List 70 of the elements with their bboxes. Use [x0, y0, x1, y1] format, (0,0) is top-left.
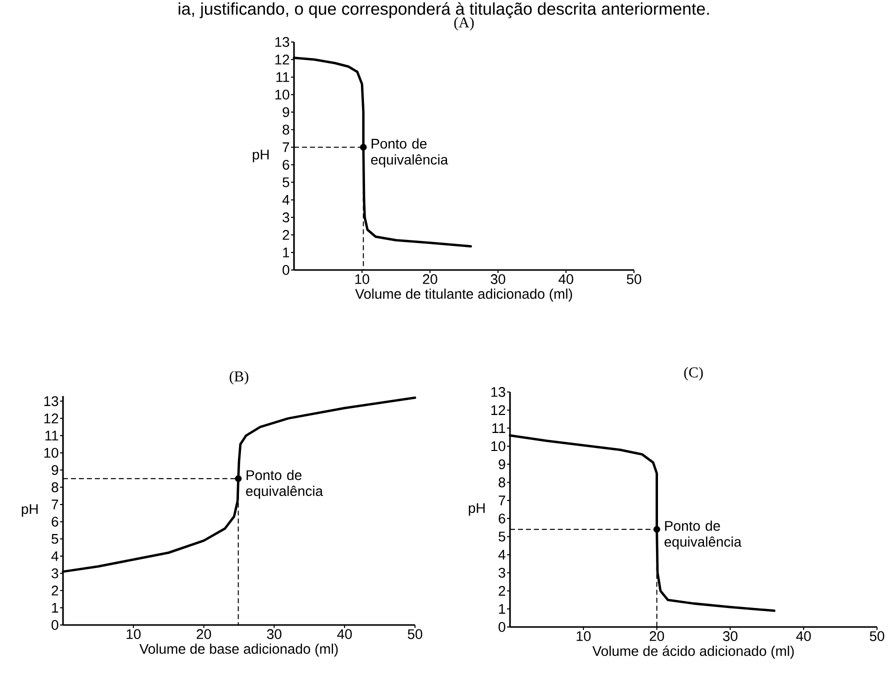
y-tick-label: 6: [282, 160, 290, 170]
x-tick-label: 30: [266, 629, 282, 640]
y-tick-label: 8: [282, 124, 290, 135]
y-tick-label: 4: [282, 195, 290, 205]
x-axis-title: Volume de base adicionado (ml): [139, 644, 338, 657]
x-tick-label: 20: [422, 274, 438, 284]
y-tick-label: 3: [498, 568, 506, 578]
x-tick-label: 30: [722, 631, 738, 642]
y-tick-label: 12: [275, 54, 290, 64]
x-tick-label: 10: [355, 274, 370, 284]
x-tick-label: 40: [558, 274, 574, 284]
y-tick-label: 11: [276, 72, 290, 82]
y-tick-label: 9: [52, 465, 58, 475]
chart-title: (A): [454, 16, 474, 31]
text: ia, justificando, o que corresponderá à titulação descrita anteriormente.: [178, 2, 709, 18]
y-tick-label: 9: [282, 107, 290, 118]
y-tick-label: 0: [282, 265, 290, 275]
y-tick-label: 5: [498, 532, 506, 542]
x-tick-label: 40: [337, 629, 352, 640]
x-tick-label: 10: [126, 629, 141, 640]
y-tick-label: 11: [45, 430, 58, 440]
y-axis-title: pH: [252, 150, 269, 162]
x-tick-label: 10: [576, 631, 591, 642]
y-tick-label: 3: [282, 212, 290, 222]
x-tick-label: 20: [196, 629, 212, 640]
y-tick-label: 1: [283, 248, 290, 258]
y-tick-label: 4: [498, 550, 506, 560]
y-tick-label: 8: [498, 477, 506, 488]
y-tick-label: 9: [498, 459, 506, 470]
y-axis-title: pH: [22, 504, 38, 517]
y-tick-label: 2: [498, 586, 506, 596]
y-tick-label: 6: [498, 514, 506, 524]
y-tick-label: 10: [44, 448, 58, 458]
x-tick-label: 50: [408, 629, 422, 640]
y-tick-label: 10: [275, 90, 290, 100]
y-tick-label: 5: [52, 534, 58, 544]
x-tick-label: 50: [870, 631, 884, 642]
y-tick-label: 13: [491, 387, 506, 397]
y-tick-label: 13: [275, 37, 290, 47]
y-axis-title: pH: [468, 503, 485, 516]
y-tick-label: 8: [52, 482, 58, 492]
y-tick-label: 11: [492, 423, 506, 433]
y-tick-label: 7: [282, 142, 290, 152]
y-tick-label: 0: [498, 622, 506, 632]
x-tick-label: 50: [626, 274, 642, 284]
y-tick-label: 7: [498, 496, 506, 506]
y-tick-label: 3: [52, 568, 58, 578]
chart-title: (C): [684, 366, 703, 381]
x-axis-title: Volume de ácido adicionado (ml): [592, 646, 794, 659]
y-tick-label: 5: [282, 177, 290, 188]
y-tick-label: 1: [52, 602, 58, 613]
annotation: Ponto de equivalência: [371, 138, 448, 168]
y-tick-label: 2: [282, 230, 290, 240]
y-tick-label: 4: [51, 551, 58, 561]
y-tick-label: 0: [52, 620, 58, 630]
y-tick-label: 1: [499, 604, 506, 614]
annotation: Ponto de equivalência: [246, 470, 324, 499]
y-tick-label: 2: [52, 586, 58, 596]
y-tick-label: 7: [52, 500, 58, 510]
y-tick-label: 13: [44, 396, 58, 406]
y-tick-label: 12: [44, 414, 58, 424]
chart-title: (B): [230, 370, 248, 385]
y-tick-label: 10: [491, 441, 506, 452]
y-tick-label: 6: [52, 516, 58, 527]
x-axis-title: Volume de titulante adicionado (ml): [355, 288, 572, 302]
x-tick-label: 30: [490, 274, 506, 284]
y-tick-label: 12: [491, 405, 506, 415]
x-tick-label: 40: [796, 631, 811, 642]
annotation: Ponto de equivalência: [664, 520, 742, 550]
x-tick-label: 20: [650, 631, 664, 642]
